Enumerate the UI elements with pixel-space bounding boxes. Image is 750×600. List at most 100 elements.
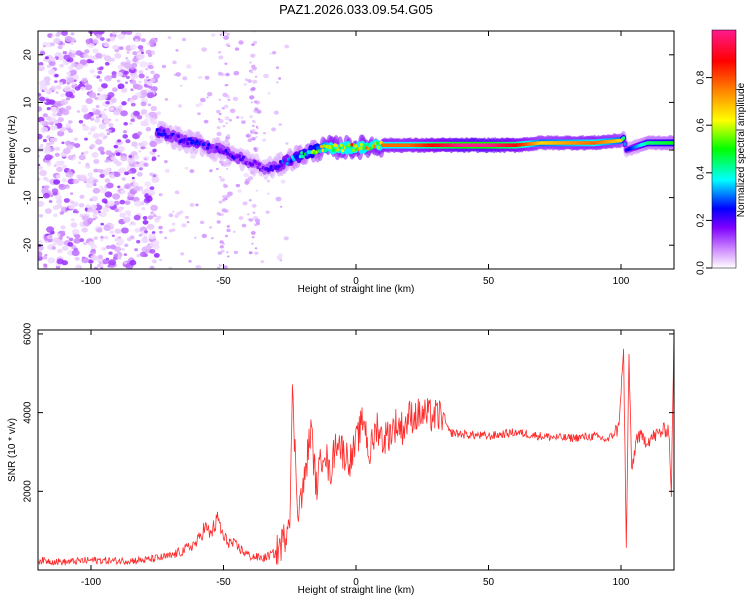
spectral-speckle [198, 102, 203, 106]
ridge-core [339, 143, 343, 148]
spectral-speckle [38, 177, 41, 181]
spectral-speckle [63, 198, 70, 203]
ridge-core [365, 146, 369, 150]
spectral-speckle [148, 39, 156, 45]
spectral-speckle [131, 222, 137, 226]
spectral-speckle [80, 86, 86, 91]
spectral-speckle [136, 171, 143, 177]
spectral-speckle [248, 251, 253, 255]
spectral-speckle [267, 92, 271, 95]
spectral-speckle [124, 243, 129, 247]
spectral-speckle [140, 251, 147, 257]
spectral-speckle [251, 204, 257, 208]
spectral-speckle [168, 213, 174, 218]
spectral-speckle [133, 185, 140, 192]
spectral-speckle [78, 154, 86, 161]
spectral-speckle [114, 208, 120, 213]
spectral-speckle [74, 256, 80, 261]
spectral-speckle [129, 257, 134, 261]
spectral-speckle [91, 116, 95, 119]
spectral-speckle [124, 185, 130, 189]
spectral-speckle [85, 38, 93, 45]
spectral-speckle [186, 64, 192, 69]
snr-panel: -100 -50 0 50 100 2000 4000 6000 Height of str… [7, 322, 675, 596]
spectral-speckle [100, 235, 104, 239]
spectral-speckle [104, 191, 113, 198]
spectral-speckle [104, 61, 110, 66]
spectral-speckle [85, 182, 94, 189]
spectral-speckle [147, 215, 154, 220]
spectral-speckle [242, 201, 248, 206]
spectral-speckle [86, 166, 90, 169]
spectral-speckle [85, 162, 90, 167]
spectral-speckle [88, 92, 97, 99]
spectral-speckle [149, 265, 155, 269]
ridge-core [214, 149, 218, 153]
spectral-speckle [140, 101, 147, 107]
spectral-speckle [125, 31, 133, 35]
spectral-speckle [256, 109, 262, 114]
spectral-speckle [52, 205, 59, 211]
spectral-speckle [61, 245, 69, 251]
spectral-speckle [221, 31, 228, 35]
spectral-speckle [175, 49, 179, 52]
spectral-speckle [42, 255, 48, 260]
spectral-speckle [132, 51, 138, 56]
spectral-speckle [113, 171, 121, 178]
spectral-speckle [62, 164, 67, 169]
spectral-speckle [106, 182, 114, 189]
spectral-speckle [157, 154, 160, 157]
spectral-speckle [149, 151, 153, 155]
spectral-speckle [223, 164, 227, 167]
spectral-speckle [220, 213, 224, 216]
snr-x-label: Height of straight line (km) [298, 585, 415, 596]
spectral-speckle [243, 82, 248, 86]
spectral-speckle [82, 241, 88, 246]
spectral-speckle [145, 67, 149, 71]
spectral-speckle [217, 71, 223, 76]
spectral-speckle [276, 81, 279, 84]
spectral-speckle [149, 135, 154, 139]
ridge-core [373, 144, 377, 149]
spectral-speckle [129, 122, 133, 125]
spectral-speckle [134, 163, 139, 167]
spectral-speckle [39, 214, 44, 218]
spectral-speckle [284, 44, 290, 49]
spectral-speckle [75, 210, 79, 214]
spectral-speckle [105, 150, 112, 156]
ridge-core [349, 145, 353, 150]
ridge-core [322, 144, 326, 148]
spectral-speckle [251, 236, 255, 239]
spectral-speckle [175, 72, 181, 77]
ridge-core [298, 154, 302, 159]
spectral-speckle [148, 233, 156, 240]
spectral-speckle [122, 216, 131, 223]
spectral-speckle [218, 98, 222, 101]
spectral-speckle [106, 132, 111, 136]
spectral-speckle [180, 84, 183, 87]
spectral-speckle [42, 113, 48, 118]
spectral-speckle [254, 251, 259, 255]
spectral-speckle [168, 266, 173, 269]
spectral-speckle [104, 178, 111, 183]
spectral-speckle [145, 76, 149, 79]
spectral-speckle [130, 79, 137, 85]
spectral-speckle [52, 112, 58, 117]
spectral-speckle [255, 136, 258, 139]
spectral-speckle [89, 69, 96, 74]
spectral-speckle [280, 179, 286, 184]
spectral-speckle [112, 87, 118, 92]
x-tick-label: -100 [81, 276, 101, 287]
ridge-core [622, 136, 626, 140]
spectral-speckle [172, 60, 177, 65]
spectral-speckle [56, 166, 63, 172]
spectral-speckle [38, 62, 44, 66]
spectral-speckle [106, 57, 113, 63]
spectral-speckle [53, 179, 61, 185]
spectral-speckle [71, 228, 80, 235]
spectral-speckle [110, 38, 115, 42]
spectral-speckle [118, 167, 126, 174]
ridge-core [269, 165, 273, 169]
spectral-speckle [238, 40, 244, 45]
spectral-speckle [47, 163, 51, 167]
